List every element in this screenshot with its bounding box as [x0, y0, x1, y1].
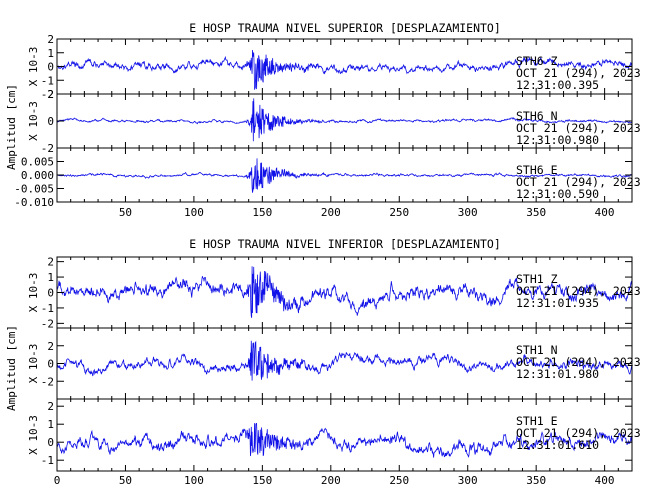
time-label-1-1: 12:31:01.980 [516, 367, 599, 381]
y-axis-label-inferior: Amplitud [cm] [5, 325, 18, 411]
time-label-0-0: 12:31:00.395 [516, 78, 599, 92]
ytick-label-1-2-2: 1 [47, 418, 54, 431]
ytick-label-1-2-3: 2 [47, 400, 54, 413]
station-label-0-0: STH6 Z [516, 54, 558, 68]
trace-1-1 [56, 340, 633, 381]
station-label-0-1: STH6 N [516, 109, 558, 123]
ytick-label-1-0-3: 1 [47, 271, 54, 284]
xtick-label-1-6: 300 [458, 474, 478, 487]
ytick-label-0-1-0: -2 [41, 142, 54, 155]
ytick-label-0-2-0: -0.010 [14, 196, 54, 209]
chart-title-inferior: E HOSP TRAUMA NIVEL INFERIOR [DESPLAZAMI… [189, 237, 501, 251]
time-label-1-2: 12:31:01.610 [516, 438, 599, 452]
ytick-label-0-0-0: -2 [41, 88, 54, 101]
ytick-label-0-2-2: 0.000 [21, 169, 54, 182]
xtick-label-0-0: 50 [119, 206, 132, 219]
date-label-1-1: OCT 21 (294), 2023 [516, 355, 641, 369]
trace-0-1 [56, 98, 633, 142]
trace-0-0 [56, 50, 633, 90]
time-label-0-1: 12:31:00.980 [516, 133, 599, 147]
date-label-1-0: OCT 21 (294), 2023 [516, 284, 641, 298]
xtick-label-1-1: 50 [119, 474, 132, 487]
time-label-0-2: 12:31:00.590 [516, 187, 599, 201]
ytick-label-1-0-0: -2 [41, 317, 54, 330]
station-label-1-0: STH1 Z [516, 272, 558, 286]
ytick-label-1-1-2: 2 [47, 340, 54, 353]
xtick-label-0-6: 350 [526, 206, 546, 219]
date-label-0-2: OCT 21 (294), 2023 [516, 175, 641, 189]
xtick-label-0-4: 250 [389, 206, 409, 219]
station-label-1-1: STH1 N [516, 343, 558, 357]
date-label-0-0: OCT 21 (294), 2023 [516, 66, 641, 80]
scale-label-1-2: X 10-3 [27, 415, 40, 455]
ytick-label-0-0-3: 1 [47, 47, 54, 60]
ytick-label-1-1-1: 0 [47, 358, 54, 371]
xtick-label-0-3: 200 [321, 206, 341, 219]
ytick-label-0-1-2: 2 [47, 88, 54, 101]
xtick-label-1-0: 0 [54, 474, 61, 487]
scale-label-0-0: X 10-3 [27, 47, 40, 87]
xtick-label-0-1: 100 [184, 206, 204, 219]
trace-1-0 [56, 266, 633, 318]
ytick-label-0-2-1: -0.005 [14, 183, 54, 196]
station-label-1-2: STH1 E [516, 414, 558, 428]
ytick-label-0-0-2: 0 [47, 61, 54, 74]
date-label-1-2: OCT 21 (294), 2023 [516, 426, 641, 440]
scale-label-1-0: X 10-3 [27, 273, 40, 313]
xtick-label-0-2: 150 [252, 206, 272, 219]
ytick-label-1-2-1: 0 [47, 436, 54, 449]
ytick-label-1-1-0: -2 [41, 375, 54, 388]
ytick-label-1-0-2: 0 [47, 287, 54, 300]
xtick-label-1-7: 350 [526, 474, 546, 487]
ytick-label-0-0-4: 2 [47, 33, 54, 46]
ytick-label-1-2-0: -1 [41, 454, 54, 467]
ytick-label-1-0-4: 2 [47, 256, 54, 269]
xtick-label-1-4: 200 [321, 474, 341, 487]
scale-label-1-1: X 10-3 [27, 344, 40, 384]
xtick-label-1-5: 250 [389, 474, 409, 487]
ytick-label-0-1-1: 0 [47, 115, 54, 128]
time-label-1-0: 12:31:01.935 [516, 296, 599, 310]
xtick-label-0-7: 400 [595, 206, 615, 219]
xtick-label-1-3: 150 [252, 474, 272, 487]
ytick-label-0-0-1: -1 [41, 74, 54, 87]
date-label-0-1: OCT 21 (294), 2023 [516, 121, 641, 135]
xtick-label-1-8: 400 [595, 474, 615, 487]
xtick-label-0-5: 300 [458, 206, 478, 219]
ytick-label-1-0-1: -1 [41, 302, 54, 315]
xtick-label-1-2: 100 [184, 474, 204, 487]
y-axis-label-superior: Amplitud [cm] [5, 84, 18, 170]
trace-0-2 [56, 158, 633, 193]
scale-label-0-1: X 10-3 [27, 101, 40, 141]
station-label-0-2: STH6 E [516, 163, 558, 177]
chart-title-superior: E HOSP TRAUMA NIVEL SUPERIOR [DESPLAZAMI… [189, 21, 501, 35]
trace-1-2 [56, 423, 633, 458]
ytick-label-0-2-3: 0.005 [21, 156, 54, 169]
